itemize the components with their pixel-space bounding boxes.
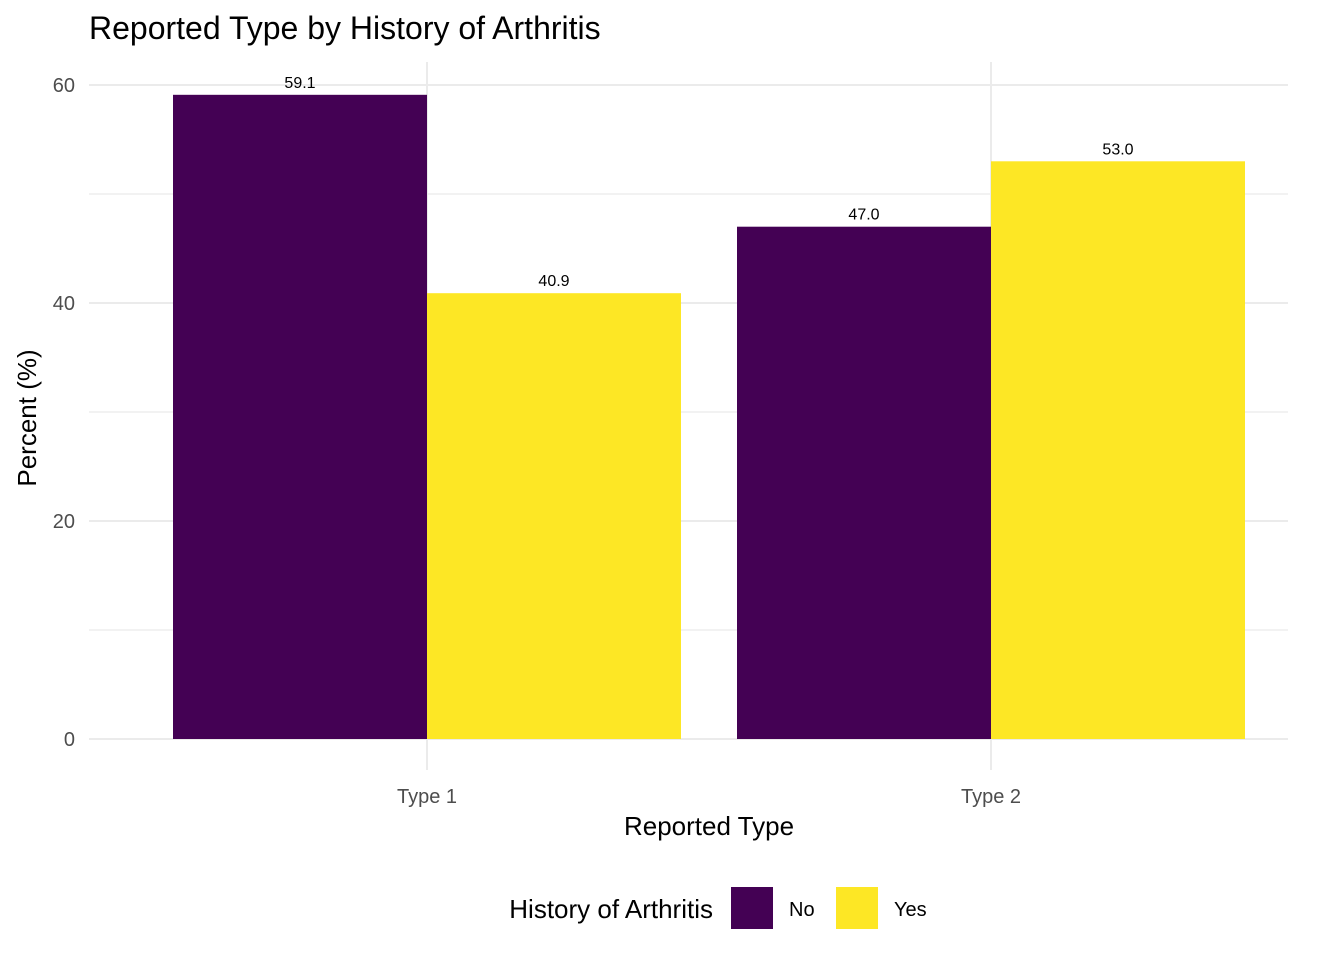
y-axis-title: Percent (%) bbox=[12, 349, 42, 486]
y-tick-label: 60 bbox=[53, 75, 75, 97]
bar bbox=[991, 161, 1245, 740]
y-tick-label: 40 bbox=[53, 293, 75, 315]
bar bbox=[427, 293, 681, 739]
y-tick-label: 20 bbox=[53, 511, 75, 533]
data-label: 40.9 bbox=[538, 273, 569, 290]
data-labels: 59.1 47.0 40.9 53.0 bbox=[284, 75, 1133, 290]
data-label: 59.1 bbox=[284, 75, 315, 92]
bar bbox=[173, 94, 427, 739]
x-axis-title: Reported Type bbox=[624, 811, 794, 841]
tick-labels: 0 20 40 60 Type 1 Type 2 bbox=[53, 75, 1021, 808]
chart-title: Reported Type by History of Arthritis bbox=[89, 10, 601, 46]
legend-label: Yes bbox=[894, 899, 927, 921]
bar bbox=[737, 226, 991, 739]
legend-key bbox=[836, 887, 878, 929]
legend-label: No bbox=[789, 899, 815, 921]
x-tick-label: Type 1 bbox=[397, 786, 457, 808]
x-tick-label: Type 2 bbox=[961, 786, 1021, 808]
bars bbox=[173, 94, 1245, 740]
legend: History of Arthritis No Yes bbox=[509, 887, 927, 929]
data-label: 47.0 bbox=[848, 207, 879, 224]
y-tick-label: 0 bbox=[64, 729, 75, 751]
legend-key bbox=[731, 887, 773, 929]
legend-title: History of Arthritis bbox=[509, 894, 713, 924]
data-label: 53.0 bbox=[1102, 141, 1133, 158]
